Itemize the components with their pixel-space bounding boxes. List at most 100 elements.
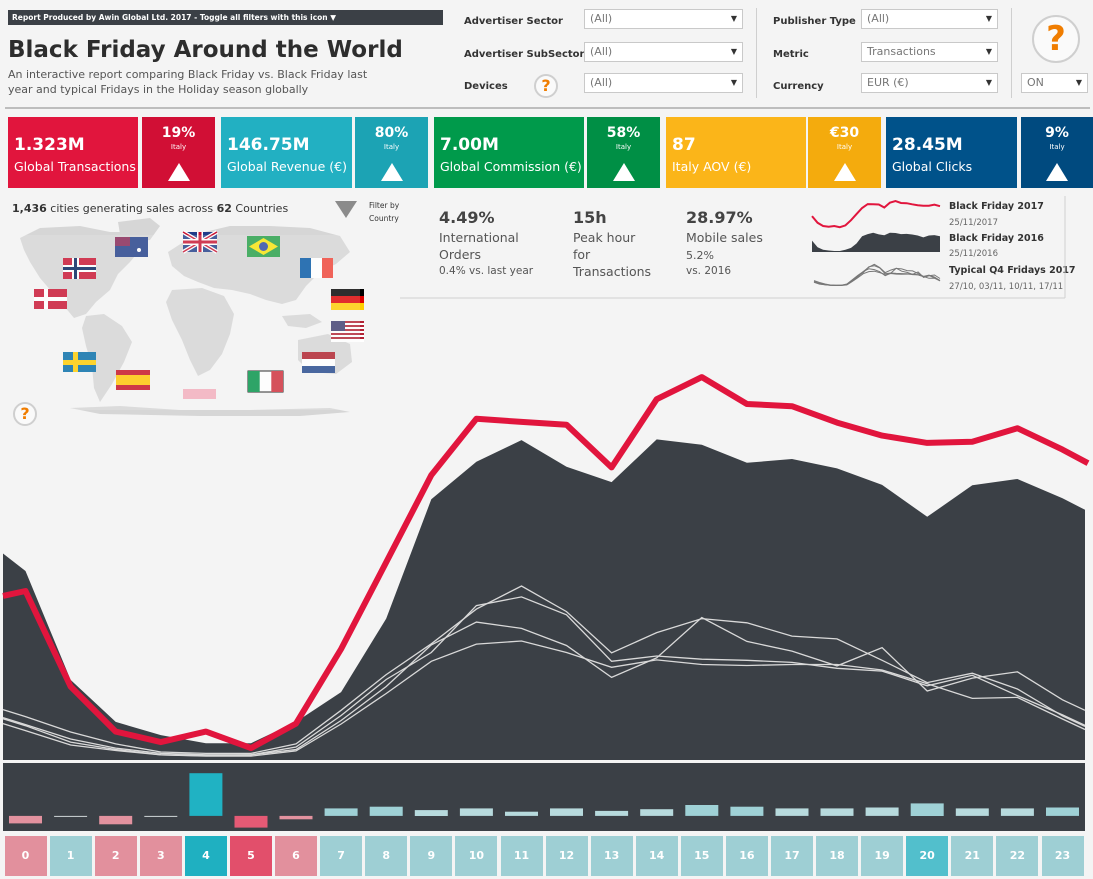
report-banner[interactable]: Report Produced by Awin Global Ltd. 2017… bbox=[8, 10, 443, 25]
hour-button-13[interactable]: 13 bbox=[590, 836, 633, 876]
kpi-country: Italy bbox=[1049, 143, 1065, 151]
chevron-down-icon: ▼ bbox=[730, 78, 737, 87]
legend-bf2017-title: Black Friday 2017 bbox=[949, 201, 1044, 212]
metric-select[interactable]: Transactions ▼ bbox=[861, 42, 998, 62]
kpi-label: Global Clicks bbox=[892, 159, 973, 174]
stat-mobile-value: 28.97% bbox=[686, 208, 753, 227]
hour-bar-6 bbox=[279, 815, 313, 820]
countries-count: 62 bbox=[216, 202, 232, 215]
chart-divider bbox=[3, 760, 1085, 762]
cities-summary: 1,436 cities generating sales across 62 … bbox=[12, 202, 288, 215]
publisher-type-value: (All) bbox=[867, 12, 890, 25]
kpi-revenue[interactable]: 146.75M Global Revenue (€) bbox=[221, 117, 352, 188]
cities-mid: cities generating sales across bbox=[46, 202, 217, 215]
hour-button-1[interactable]: 1 bbox=[49, 836, 92, 876]
hour-button-17[interactable]: 17 bbox=[771, 836, 813, 876]
hour-button-5[interactable]: 5 bbox=[230, 836, 272, 876]
stat-mobile-label: Mobile sales bbox=[686, 230, 763, 245]
stat-international-value: 4.49% bbox=[439, 208, 495, 227]
kpi-commission-change[interactable]: 58% Italy bbox=[587, 117, 660, 188]
devices-select[interactable]: (All) ▼ bbox=[584, 73, 743, 93]
kpi-pct: €30 bbox=[829, 125, 860, 141]
legend-friday-sparkline-3 bbox=[813, 267, 941, 287]
divider bbox=[1011, 8, 1012, 98]
hour-bar-15 bbox=[685, 805, 719, 816]
kpi-value: 28.45M bbox=[892, 135, 963, 155]
hour-button-19[interactable]: 19 bbox=[861, 836, 904, 876]
kpi-transactions-change[interactable]: 19% Italy bbox=[142, 117, 215, 188]
kpi-clicks-change[interactable]: 9% Italy bbox=[1021, 117, 1093, 188]
kpi-transactions[interactable]: 1.323M Global Transactions bbox=[8, 117, 138, 188]
hour-button-18[interactable]: 18 bbox=[816, 836, 858, 876]
kpi-clicks[interactable]: 28.45M Global Clicks bbox=[886, 117, 1017, 188]
hour-button-15[interactable]: 15 bbox=[680, 836, 723, 876]
kpi-commission[interactable]: 7.00M Global Commission (€) bbox=[434, 117, 584, 188]
filter-triangle-icon[interactable] bbox=[335, 201, 357, 218]
hour-button-6[interactable]: 6 bbox=[275, 836, 317, 876]
legend-fridays-date: 27/10, 03/11, 10/11, 17/11 bbox=[949, 282, 1064, 292]
hour-button-16[interactable]: 16 bbox=[725, 836, 768, 876]
hour-bars-panel bbox=[3, 763, 1085, 831]
chevron-down-icon: ▼ bbox=[1075, 78, 1082, 87]
hour-bar-19 bbox=[865, 807, 899, 816]
hour-bar-14 bbox=[640, 809, 674, 816]
advertiser-subsector-select[interactable]: (All) ▼ bbox=[584, 42, 743, 62]
devices-help-icon[interactable]: ? bbox=[534, 74, 558, 98]
hour-button-4[interactable]: 4 bbox=[184, 836, 227, 876]
hour-bar-1 bbox=[54, 815, 88, 817]
up-arrow-icon bbox=[1046, 163, 1068, 181]
advertiser-subsector-label: Advertiser SubSector bbox=[464, 49, 585, 60]
hour-bar-16 bbox=[730, 806, 764, 816]
series-black-friday-2016-area bbox=[3, 439, 1085, 760]
header-divider bbox=[5, 107, 1090, 109]
kpi-country: Italy bbox=[836, 143, 853, 151]
hour-button-14[interactable]: 14 bbox=[635, 836, 678, 876]
stat-peak-value: 15h bbox=[573, 208, 607, 227]
kpi-aov-change[interactable]: €30 Italy bbox=[808, 117, 881, 188]
hour-button-2[interactable]: 2 bbox=[94, 836, 137, 876]
map-help-icon[interactable]: ? bbox=[13, 402, 37, 426]
hour-button-10[interactable]: 10 bbox=[455, 836, 498, 876]
advertiser-sector-select[interactable]: (All) ▼ bbox=[584, 9, 743, 29]
hour-bar-17 bbox=[775, 808, 809, 816]
series-typical-friday-line-4 bbox=[2, 596, 1086, 756]
kpi-revenue-change[interactable]: 80% Italy bbox=[355, 117, 428, 188]
legend-friday-sparkline-2 bbox=[813, 270, 941, 286]
hour-bar-2 bbox=[99, 815, 133, 825]
kpi-label: Global Commission (€) bbox=[440, 159, 582, 174]
chevron-down-icon: ▼ bbox=[730, 47, 737, 56]
up-arrow-icon bbox=[167, 163, 190, 181]
hour-button-3[interactable]: 3 bbox=[139, 836, 182, 876]
up-arrow-icon bbox=[612, 163, 635, 181]
cities-count: 1,436 bbox=[12, 202, 47, 215]
hour-button-23[interactable]: 23 bbox=[1041, 836, 1084, 876]
hour-bar-12 bbox=[550, 808, 583, 816]
hour-button-22[interactable]: 22 bbox=[996, 836, 1039, 876]
hour-button-21[interactable]: 21 bbox=[951, 836, 994, 876]
legend-bf2017-date: 25/11/2017 bbox=[949, 218, 998, 228]
hour-button-8[interactable]: 8 bbox=[365, 836, 408, 876]
kpi-aov[interactable]: 87 Italy AOV (€) bbox=[666, 117, 806, 188]
chevron-down-icon: ▼ bbox=[985, 47, 992, 56]
hour-bar-8 bbox=[369, 806, 403, 816]
hour-button-7[interactable]: 7 bbox=[320, 836, 363, 876]
hour-button-12[interactable]: 12 bbox=[545, 836, 588, 876]
hour-button-20[interactable]: 20 bbox=[906, 836, 949, 876]
hour-bar-9 bbox=[414, 810, 448, 816]
hour-button-9[interactable]: 9 bbox=[410, 836, 453, 876]
stat-peak-label: Peak hour for Transactions bbox=[573, 230, 652, 279]
advertiser-sector-value: (All) bbox=[590, 12, 613, 25]
legend-bf2016-title: Black Friday 2016 bbox=[949, 233, 1044, 244]
kpi-country: Italy bbox=[383, 143, 400, 151]
hour-button-0[interactable]: 0 bbox=[4, 836, 47, 876]
main-help-icon[interactable]: ? bbox=[1032, 15, 1080, 63]
currency-value: EUR (€) bbox=[867, 76, 909, 89]
currency-select[interactable]: EUR (€) ▼ bbox=[861, 73, 998, 93]
chevron-down-icon: ▼ bbox=[730, 14, 737, 23]
toggle-select[interactable]: ON ▼ bbox=[1021, 73, 1088, 93]
kpi-pct: 9% bbox=[1045, 125, 1069, 141]
kpi-country: Italy bbox=[170, 143, 187, 151]
publisher-type-select[interactable]: (All) ▼ bbox=[861, 9, 998, 29]
publisher-type-label: Publisher Type bbox=[773, 16, 856, 27]
hour-button-11[interactable]: 11 bbox=[500, 836, 543, 876]
